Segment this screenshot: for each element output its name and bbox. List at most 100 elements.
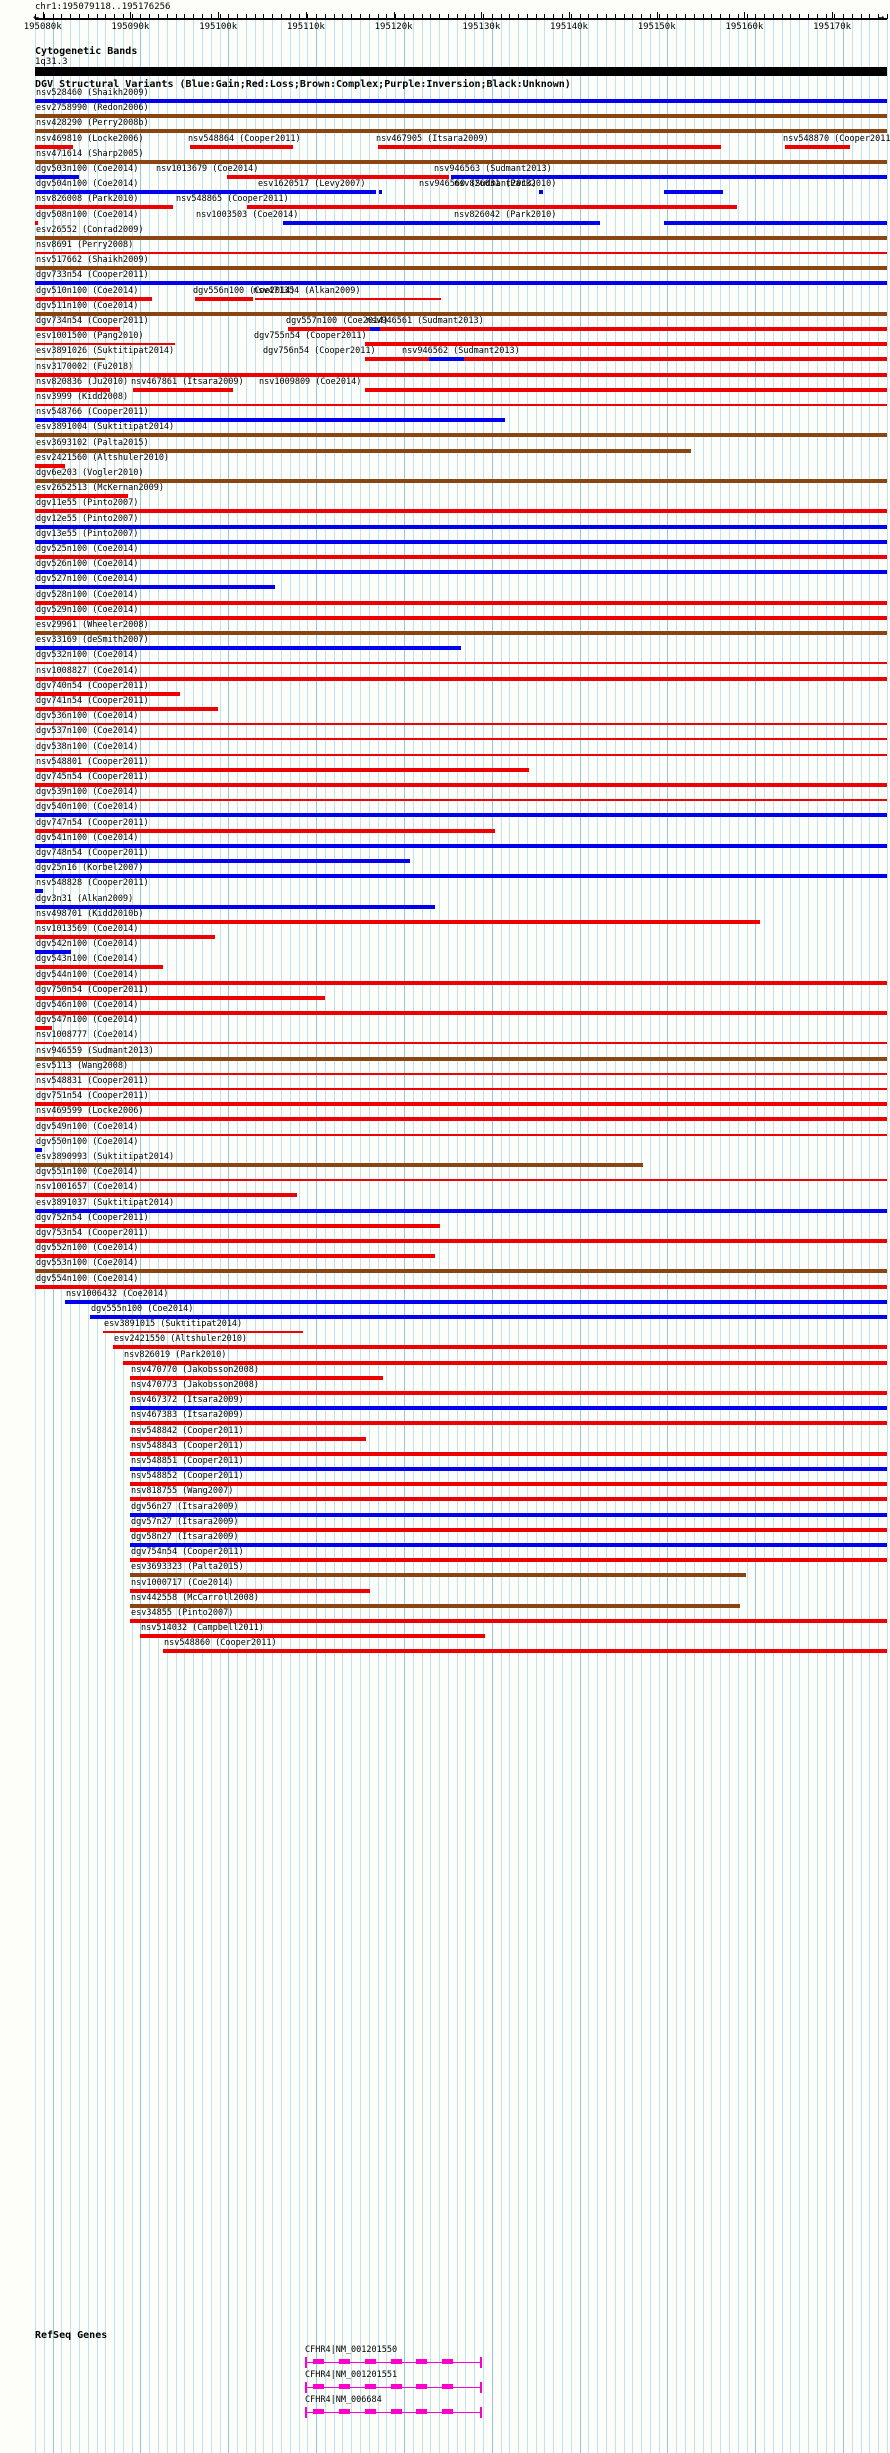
- variant-bar[interactable]: [35, 114, 887, 119]
- variant-label[interactable]: dgv544n100 (Coe2014): [36, 969, 139, 980]
- variant-bar[interactable]: [664, 220, 887, 225]
- variant-label[interactable]: nsv548843 (Cooper2011): [131, 1440, 244, 1451]
- variant-label[interactable]: dgv542n100 (Coe2014): [36, 939, 139, 950]
- variant-label[interactable]: nsv1008827 (Coe2014): [36, 665, 139, 676]
- variant-label[interactable]: dgv747n54 (Cooper2011): [36, 817, 149, 828]
- variant-bar[interactable]: [35, 296, 152, 301]
- variant-bar[interactable]: [35, 662, 887, 665]
- variant-label[interactable]: dgv734n54 (Cooper2011): [36, 316, 149, 326]
- variant-label[interactable]: dgv549n100 (Coe2014): [36, 1121, 139, 1132]
- variant-label[interactable]: nsv826042 (Park2010): [454, 209, 557, 220]
- variant-label[interactable]: nsv826031 (Park2010): [454, 179, 557, 190]
- variant-bar[interactable]: [35, 950, 71, 955]
- variant-label[interactable]: dgv750n54 (Cooper2011): [36, 984, 149, 995]
- variant-label[interactable]: nsv548851 (Cooper2011): [131, 1456, 244, 1466]
- variant-label[interactable]: nsv1013569 (Coe2014): [36, 924, 139, 934]
- variant-label[interactable]: nsv470770 (Jakobsson2008): [131, 1364, 259, 1375]
- variant-label[interactable]: dgv547n100 (Coe2014): [36, 1015, 139, 1026]
- variant-bar[interactable]: [35, 828, 495, 833]
- variant-bar[interactable]: [35, 266, 887, 271]
- variant-label[interactable]: dgv58n27 (Itsara2009): [131, 1532, 239, 1542]
- variant-label[interactable]: nsv517662 (Shaikh2009): [36, 255, 149, 266]
- variant-bar[interactable]: [130, 1619, 887, 1623]
- variant-bar[interactable]: [130, 1406, 887, 1411]
- variant-bar[interactable]: [35, 1088, 887, 1090]
- variant-label[interactable]: esv3891037 (Suktitipat2014): [36, 1197, 175, 1208]
- variant-bar[interactable]: [365, 387, 887, 392]
- variant-label[interactable]: esv3890993 (Suktitipat2014): [36, 1152, 175, 1162]
- variant-label[interactable]: nsv946559 (Sudmant2013): [36, 1045, 154, 1056]
- variant-bar[interactable]: [35, 753, 887, 756]
- variant-label[interactable]: nsv946562 (Sudmant2013): [402, 346, 520, 357]
- variant-label[interactable]: dgv11e55 (Pinto2007): [36, 498, 139, 509]
- variant-bar[interactable]: [35, 980, 887, 985]
- variant-label[interactable]: dgv536n100 (Coe2014): [36, 711, 139, 722]
- variant-bar[interactable]: [35, 311, 887, 316]
- variant-label[interactable]: nsv548870 (Cooper2011): [783, 133, 890, 144]
- variant-label[interactable]: nsv1000717 (Coe2014): [131, 1577, 234, 1588]
- variant-bar[interactable]: [35, 799, 887, 802]
- variant-label[interactable]: dgv537n100 (Coe2014): [36, 726, 139, 737]
- variant-bar[interactable]: [35, 904, 435, 909]
- variant-bar[interactable]: [664, 190, 723, 195]
- variant-bar[interactable]: [35, 646, 461, 651]
- variant-bar[interactable]: [35, 813, 887, 818]
- variant-bar[interactable]: [130, 1573, 746, 1578]
- variant-label[interactable]: dgv6e203 (Vogler2010): [36, 468, 144, 478]
- variant-bar[interactable]: [35, 965, 163, 970]
- variant-bar[interactable]: [35, 1072, 887, 1075]
- variant-label[interactable]: dgv553n100 (Coe2014): [36, 1258, 139, 1269]
- variant-label[interactable]: esv3891015 (Suktitipat2014): [104, 1319, 243, 1330]
- variant-bar[interactable]: [379, 190, 382, 195]
- variant-label[interactable]: esv3891026 (Suktitipat2014): [36, 346, 175, 357]
- variant-bar[interactable]: [35, 1284, 887, 1289]
- variant-bar[interactable]: [35, 205, 173, 210]
- variant-label[interactable]: dgv755n54 (Cooper2011): [254, 331, 367, 342]
- variant-bar[interactable]: [247, 205, 737, 210]
- variant-bar[interactable]: [35, 175, 79, 179]
- variant-bar[interactable]: [35, 252, 887, 254]
- variant-label[interactable]: nsv470773 (Jakobsson2008): [131, 1380, 259, 1390]
- variant-bar[interactable]: [35, 570, 887, 575]
- variant-bar[interactable]: [785, 144, 850, 149]
- variant-label[interactable]: dgv13e55 (Pinto2007): [36, 528, 139, 539]
- variant-label[interactable]: dgv529n100 (Coe2014): [36, 604, 139, 615]
- variant-label[interactable]: nsv467372 (Itsara2009): [131, 1395, 244, 1406]
- variant-label[interactable]: dgv511n100 (Coe2014): [36, 300, 139, 311]
- variant-bar[interactable]: [130, 1497, 887, 1502]
- variant-label[interactable]: nsv548865 (Cooper2011): [176, 194, 289, 205]
- variant-label[interactable]: dgv526n100 (Coe2014): [36, 559, 139, 570]
- variant-label[interactable]: nsv428290 (Perry2008b): [36, 118, 149, 129]
- variant-label[interactable]: esv2421560 (Altshuler2010): [36, 452, 170, 463]
- variant-bar[interactable]: [140, 1634, 485, 1639]
- variant-label[interactable]: nsv8691 (Perry2008): [36, 240, 134, 250]
- variant-bar[interactable]: [35, 372, 887, 377]
- variant-label[interactable]: dgv752n54 (Cooper2011): [36, 1212, 149, 1223]
- variant-bar[interactable]: [130, 1558, 887, 1563]
- variant-label[interactable]: dgv552n100 (Coe2014): [36, 1243, 139, 1254]
- variant-label[interactable]: nsv548860 (Cooper2011): [164, 1638, 277, 1649]
- variant-bar[interactable]: [365, 357, 887, 362]
- variant-label[interactable]: nsv3999 (Kidd2008): [36, 392, 129, 402]
- variant-label[interactable]: dgv741n54 (Cooper2011): [36, 696, 149, 706]
- gene-label[interactable]: CFHR4|NM_001201550: [305, 2345, 398, 2355]
- variant-bar[interactable]: [130, 1482, 887, 1487]
- variant-bar[interactable]: [35, 358, 105, 361]
- variant-label[interactable]: dgv546n100 (Coe2014): [36, 1000, 139, 1010]
- variant-label[interactable]: nsv1006432 (Coe2014): [66, 1288, 169, 1299]
- variant-label[interactable]: nsv1009809 (Coe2014): [259, 376, 362, 387]
- variant-bar[interactable]: [35, 159, 887, 164]
- variant-bar[interactable]: [35, 615, 887, 620]
- variant-bar[interactable]: [35, 524, 887, 529]
- variant-label[interactable]: nsv818755 (Wang2007): [131, 1486, 234, 1497]
- variant-bar[interactable]: [35, 555, 887, 559]
- variant-label[interactable]: dgv3n31 (Alkan2009): [36, 893, 134, 904]
- variant-label[interactable]: dgv555n100 (Coe2014): [91, 1304, 194, 1314]
- variant-bar[interactable]: [35, 1011, 887, 1015]
- variant-bar[interactable]: [35, 1056, 887, 1061]
- variant-label[interactable]: nsv1008777 (Coe2014): [36, 1030, 139, 1041]
- variant-bar[interactable]: [35, 144, 73, 149]
- variant-label[interactable]: dgv753n54 (Cooper2011): [36, 1228, 149, 1238]
- variant-label[interactable]: nsv469599 (Locke2006): [36, 1106, 144, 1117]
- variant-label[interactable]: nsv548852 (Cooper2011): [131, 1471, 244, 1482]
